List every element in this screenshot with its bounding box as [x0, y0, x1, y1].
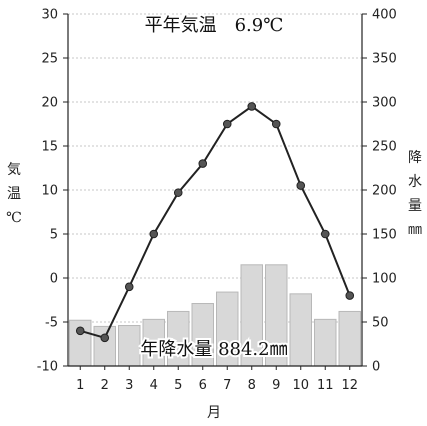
- right-axis-label-char-2: 量: [408, 198, 422, 214]
- x-tick-label-2: 2: [101, 378, 109, 393]
- x-tick-label-5: 5: [174, 378, 182, 393]
- precip-bar-3: [118, 325, 141, 367]
- temperature-point-11: [320, 229, 330, 239]
- temperature-point-1: [75, 326, 85, 336]
- x-tick-label-1: 1: [76, 378, 84, 393]
- right-axis-label-char-1: 水: [408, 174, 422, 190]
- temperature-point-9: [271, 119, 281, 129]
- left-tick-label-8: -10: [37, 360, 58, 375]
- right-tick-label-4: 200: [372, 184, 397, 199]
- temperature-point-7: [222, 119, 232, 129]
- temperature-point-6: [198, 159, 208, 168]
- temperature-point-5: [173, 188, 183, 197]
- temperature-point-10: [296, 181, 306, 190]
- right-tick-label-2: 300: [372, 96, 397, 111]
- temperature-line: [79, 105, 351, 340]
- temperature-point-4: [149, 229, 159, 239]
- right-tick-label-0: 400: [372, 8, 397, 23]
- left-axis-label-char-2: ℃: [6, 210, 22, 226]
- x-tick-label-3: 3: [125, 378, 133, 393]
- x-tick-label-11: 11: [317, 378, 334, 393]
- left-tick-label-5: 5: [50, 228, 58, 243]
- left-axis-label-char-0: 気: [7, 162, 21, 178]
- left-tick-label-4: 10: [41, 184, 58, 199]
- x-tick-label-6: 6: [199, 378, 207, 393]
- right-tick-label-5: 150: [372, 228, 397, 243]
- x-tick-label-4: 4: [150, 378, 158, 393]
- left-axis-label-char-1: 温: [7, 186, 21, 202]
- x-axis-label: 月: [207, 405, 221, 421]
- x-tick-label-7: 7: [223, 378, 231, 393]
- right-tick-label-3: 250: [372, 140, 397, 155]
- precip-total-annotation: 年降水量 884.2㎜: [140, 339, 287, 360]
- x-tick-label-9: 9: [272, 378, 280, 393]
- x-tick-label-10: 10: [292, 378, 309, 393]
- left-tick-label-1: 25: [41, 52, 58, 67]
- precip-bar-11: [314, 318, 337, 367]
- right-tick-label-1: 350: [372, 52, 397, 67]
- right-axis-label-char-0: 降: [408, 150, 422, 166]
- left-tick-label-7: -5: [45, 316, 58, 331]
- right-tick-label-6: 100: [372, 272, 397, 287]
- precip-bar-10: [289, 293, 312, 367]
- avg-temp-annotation: 平年気温 6.9℃: [145, 15, 284, 36]
- left-tick-label-3: 15: [41, 140, 58, 155]
- precip-bar-2: [93, 325, 116, 367]
- x-tick-label-12: 12: [341, 378, 358, 393]
- temperature-point-2: [100, 333, 110, 343]
- left-tick-label-0: 30: [41, 8, 58, 23]
- x-tick-label-8: 8: [248, 378, 256, 393]
- temperature-point-8: [247, 102, 257, 111]
- right-tick-label-8: 0: [372, 360, 380, 375]
- right-tick-label-7: 50: [372, 316, 389, 331]
- precip-bar-12: [338, 310, 361, 367]
- temperature-point-3: [124, 282, 134, 292]
- left-tick-label-6: 0: [50, 272, 58, 287]
- temperature-point-12: [345, 291, 355, 300]
- right-axis-label-char-3: ㎜: [408, 222, 422, 238]
- left-tick-label-2: 20: [41, 96, 58, 111]
